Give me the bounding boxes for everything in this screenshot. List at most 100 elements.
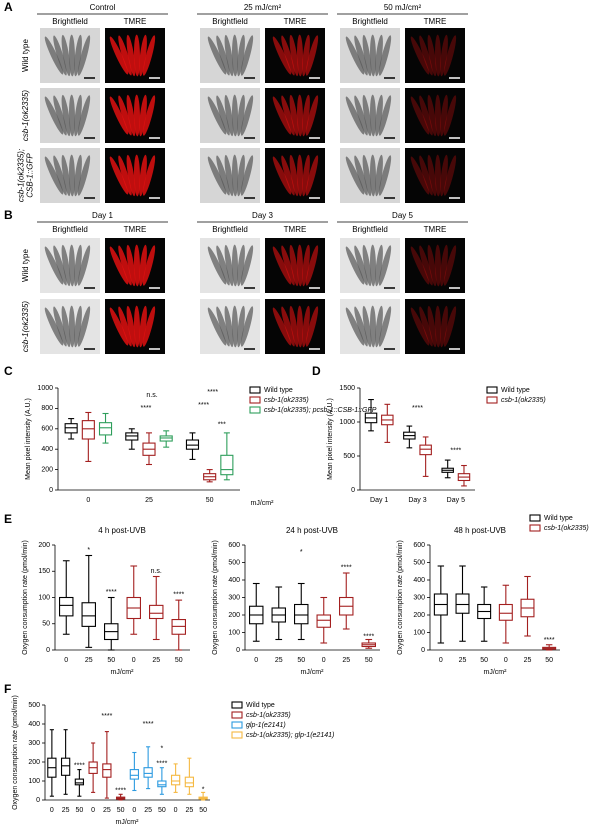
box-body — [316, 614, 331, 628]
worm — [440, 244, 448, 287]
brightfield-image — [200, 148, 260, 203]
box-body — [184, 776, 195, 788]
worm — [139, 244, 147, 287]
worm — [139, 94, 147, 137]
worm — [345, 96, 365, 135]
worm — [118, 155, 132, 196]
worm — [443, 306, 457, 347]
box — [88, 742, 98, 793]
box-body — [294, 603, 309, 625]
channel-header: Brightfield — [352, 17, 388, 26]
x-tick-label: 50 — [297, 657, 305, 664]
box-body — [143, 767, 153, 778]
worm — [133, 94, 141, 137]
worm — [237, 94, 245, 137]
x-tick-label: Day 5 — [447, 497, 465, 504]
worm — [61, 94, 71, 137]
worm — [68, 34, 76, 77]
legend-label: csb-1(ok2335) — [501, 397, 546, 404]
worm — [419, 95, 433, 136]
worm — [375, 305, 383, 348]
channel-header: Brightfield — [212, 17, 248, 26]
x-tick-label: 25 — [185, 807, 193, 814]
x-tick-label: 0 — [254, 657, 258, 664]
worm — [133, 244, 141, 287]
worm — [410, 96, 430, 135]
panel-letter: D — [312, 364, 321, 378]
image-bg — [405, 28, 465, 83]
worm — [77, 245, 91, 286]
box — [159, 430, 173, 448]
worm — [109, 96, 129, 135]
y-tick-label: 300 — [28, 740, 40, 747]
chart-title: 4 h post-UVB — [98, 526, 146, 535]
worm — [305, 35, 319, 76]
y-tick-label: 200 — [38, 542, 50, 549]
worm — [139, 154, 147, 197]
legend-swatch — [529, 514, 541, 522]
legend-label: glp-1(e2141) — [246, 722, 286, 729]
y-tick-label: 1000 — [339, 419, 355, 426]
worm — [44, 96, 64, 135]
worm — [224, 305, 234, 348]
box — [184, 757, 195, 795]
worm — [142, 95, 156, 136]
y-tick-label: 300 — [413, 594, 425, 601]
worm — [362, 244, 372, 287]
worm — [126, 154, 136, 197]
x-tick-label: 50 — [206, 497, 214, 504]
box — [60, 729, 71, 795]
condition-header: 25 mJ/cm² — [244, 3, 282, 12]
worm — [289, 94, 299, 137]
significance: **** — [143, 721, 154, 728]
box — [104, 596, 119, 651]
x-tick-label: 50 — [158, 807, 166, 814]
significance: **** — [450, 447, 461, 454]
worm — [354, 306, 368, 347]
row-label: CSB-1::GFP — [26, 153, 35, 198]
brightfield-image — [40, 88, 100, 143]
tmre-image — [105, 28, 165, 83]
tmre-image — [405, 238, 465, 293]
worm — [68, 244, 76, 287]
worm — [53, 306, 67, 347]
box — [271, 586, 286, 641]
channel-header: TMRE — [284, 17, 307, 26]
box-body — [149, 604, 164, 620]
row-label: Wild type — [21, 39, 30, 72]
y-axis-label: Oxygen consumption rate (pmol/min) — [212, 540, 219, 655]
significance: **** — [341, 565, 352, 572]
chart-title: 48 h post-UVB — [454, 526, 506, 535]
x-tick-label: 0 — [322, 657, 326, 664]
brightfield-image — [40, 28, 100, 83]
legend-swatch — [231, 731, 243, 739]
worm — [362, 94, 372, 137]
y-tick-label: 200 — [228, 612, 240, 619]
x-tick-label: 0 — [91, 807, 95, 814]
worm — [354, 245, 368, 286]
worm — [207, 36, 227, 75]
worm — [375, 244, 383, 287]
box — [457, 464, 471, 487]
worm — [61, 154, 71, 197]
legend-label: csb-1(ok2335); pcsb-1::CSB-1::GFP — [264, 407, 377, 414]
tmre-image — [265, 28, 325, 83]
x-tick-label: 50 — [365, 657, 373, 664]
worm — [133, 305, 141, 348]
worm — [224, 94, 234, 137]
worm — [224, 154, 234, 197]
worm — [237, 305, 245, 348]
tmre-image — [405, 299, 465, 354]
box — [170, 763, 181, 793]
y-axis-label: Oxygen consumption rate (pmol/min) — [397, 540, 404, 655]
x-tick-label: 25 — [85, 657, 93, 664]
panel-letter: E — [4, 512, 12, 526]
box — [115, 793, 126, 801]
significance: * — [202, 786, 205, 793]
worm — [77, 95, 91, 136]
brightfield-image — [200, 28, 260, 83]
worm — [109, 36, 129, 75]
x-tick-label: 25 — [103, 807, 111, 814]
box — [249, 582, 264, 642]
worm — [142, 35, 156, 76]
